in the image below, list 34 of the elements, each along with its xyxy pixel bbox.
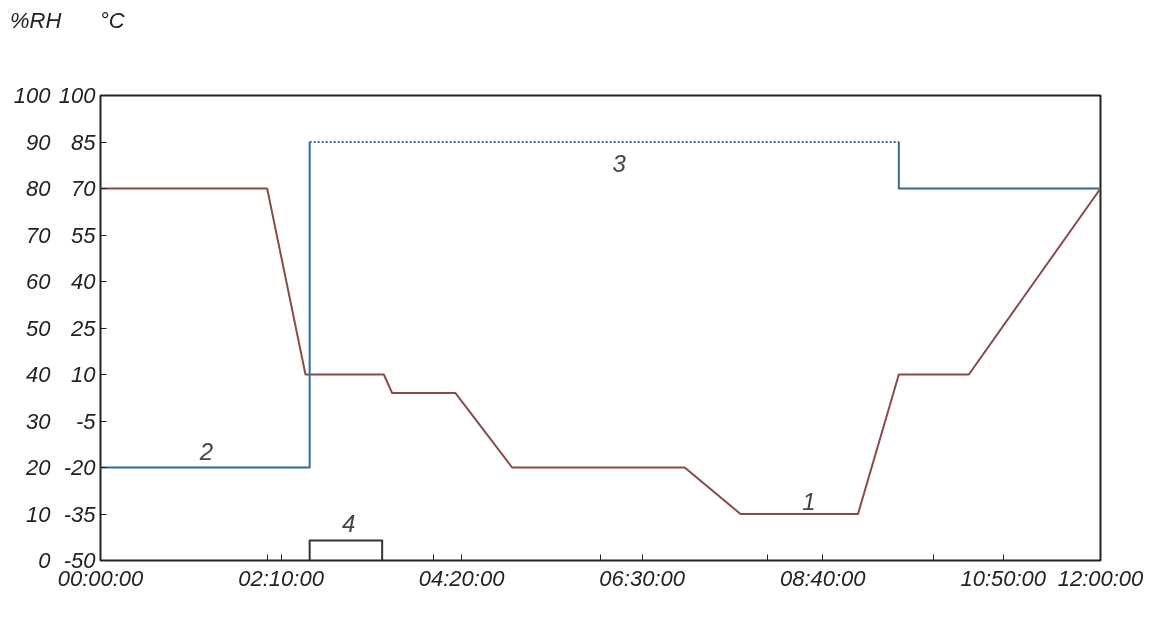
y-tick-label: 60 — [26, 269, 52, 294]
y-tick-label: 90 — [26, 129, 52, 155]
annotation: 2 — [198, 437, 214, 465]
y2-tick-label: -35 — [63, 501, 97, 527]
x-tick-label: 08:40:00 — [779, 565, 867, 591]
annotation: 4 — [342, 510, 356, 538]
y-tick-label: 40 — [26, 362, 52, 387]
y-tick-label: 70 — [26, 222, 52, 248]
y2-tick-label: -20 — [63, 455, 97, 480]
y2-tick-label: 25 — [70, 315, 97, 341]
x-tick-label: 12:00:00 — [1057, 565, 1145, 591]
y2-tick-label: 70 — [71, 176, 97, 201]
y-tick-label: 30 — [26, 408, 52, 434]
y-tick-label: 50 — [26, 315, 52, 341]
y2-axis-title: °C — [100, 7, 125, 35]
y-tick-label: 0 — [38, 548, 52, 573]
y-tick-label: 100 — [13, 83, 52, 108]
y-tick-label: 20 — [25, 455, 52, 480]
y2-tick-label: 85 — [71, 129, 97, 155]
y2-tick-label: 100 — [58, 83, 97, 108]
y-tick-label: 10 — [26, 501, 52, 527]
line-series — [100, 187, 1101, 515]
y2-tick-label: 55 — [71, 222, 97, 248]
y2-tick-label: -5 — [75, 408, 97, 434]
x-tick-label: 04:20:00 — [418, 565, 506, 591]
y-tick-label: 80 — [26, 176, 52, 201]
x-tick-label: 02:10:00 — [238, 565, 325, 591]
x-tick-label: 10:50:00 — [960, 565, 1047, 591]
y2-tick-label: 10 — [71, 362, 97, 387]
x-tick-label: 06:30:00 — [599, 565, 686, 591]
y-axis-title: %RH — [10, 7, 62, 35]
annotation: 1 — [802, 488, 816, 516]
annotation: 3 — [612, 150, 627, 178]
y2-tick-label: 40 — [71, 269, 97, 294]
